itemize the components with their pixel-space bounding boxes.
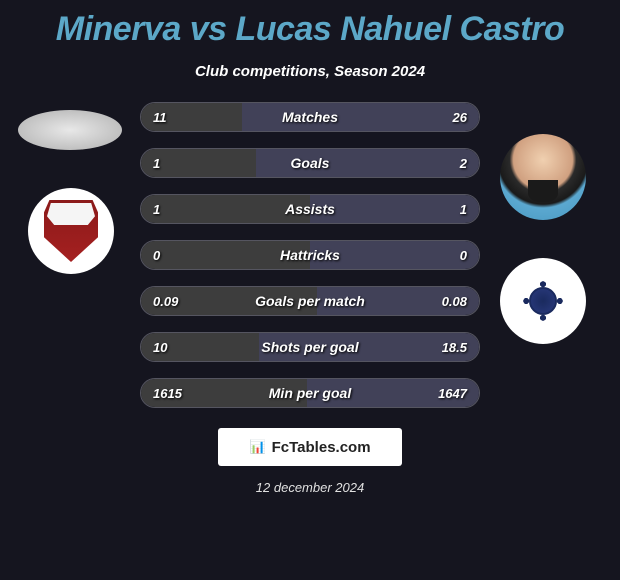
subtitle: Club competitions, Season 2024: [0, 63, 620, 80]
vs-text: vs: [190, 10, 227, 48]
stat-label: Goals per match: [141, 293, 479, 309]
brand-badge[interactable]: 📊 FcTables.com: [218, 428, 402, 466]
stat-row-matches: 11 Matches 26: [140, 102, 480, 132]
club-crest-icon: [515, 273, 571, 329]
stat-value-right: 1647: [438, 386, 467, 401]
stat-value-right: 2: [460, 156, 467, 171]
stat-value-right: 0: [460, 248, 467, 263]
stat-row-goals-per-match: 0.09 Goals per match 0.08: [140, 286, 480, 316]
stat-label: Min per goal: [141, 385, 479, 401]
player2-name: Lucas Nahuel Castro: [236, 10, 565, 48]
stat-label: Shots per goal: [141, 339, 479, 355]
stat-value-right: 1: [460, 202, 467, 217]
player2-club-logo: [500, 258, 586, 344]
player1-club-logo: [28, 188, 114, 274]
stat-label: Hattricks: [141, 247, 479, 263]
player1-name: Minerva: [56, 10, 181, 48]
stat-label: Matches: [141, 109, 479, 125]
date-text: 12 december 2024: [0, 480, 620, 495]
stat-row-goals: 1 Goals 2: [140, 148, 480, 178]
stat-value-right: 18.5: [442, 340, 467, 355]
club-shield-icon: [44, 200, 98, 262]
stat-label: Assists: [141, 201, 479, 217]
page-title: Minerva vs Lucas Nahuel Castro: [0, 0, 620, 49]
stat-row-shots-per-goal: 10 Shots per goal 18.5: [140, 332, 480, 362]
stat-row-min-per-goal: 1615 Min per goal 1647: [140, 378, 480, 408]
player1-avatar: [18, 110, 122, 150]
stat-label: Goals: [141, 155, 479, 171]
stat-value-right: 26: [453, 110, 467, 125]
player2-avatar: [500, 134, 586, 220]
brand-label: FcTables.com: [272, 439, 371, 456]
stat-value-right: 0.08: [442, 294, 467, 309]
stat-row-hattricks: 0 Hattricks 0: [140, 240, 480, 270]
stat-row-assists: 1 Assists 1: [140, 194, 480, 224]
chart-icon: 📊: [249, 439, 265, 455]
